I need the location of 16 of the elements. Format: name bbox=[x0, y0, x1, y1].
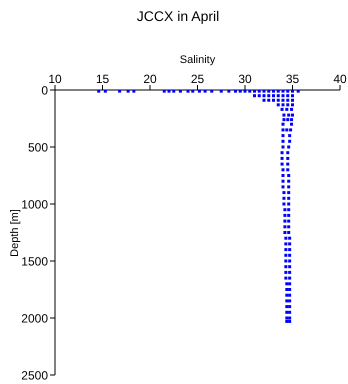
y-tick-label: 1000 bbox=[21, 197, 48, 212]
x-tick-label: 10 bbox=[48, 72, 62, 86]
y-tick-label: 500 bbox=[28, 140, 48, 154]
y-tick-label: 0 bbox=[41, 83, 48, 98]
x-tick-label: 15 bbox=[96, 72, 110, 86]
x-tick-label: 40 bbox=[333, 72, 347, 86]
x-tick-label: 25 bbox=[190, 72, 204, 86]
x-axis-title: Salinity bbox=[178, 54, 216, 66]
x-tick-label: 35 bbox=[286, 72, 300, 86]
chart-title: JCCX in April bbox=[136, 8, 220, 24]
y-axis-title: Depth [m] bbox=[9, 208, 21, 256]
x-tick-label: 30 bbox=[238, 72, 252, 86]
y-tick-label: 2000 bbox=[21, 311, 48, 326]
y-tick-label: 1500 bbox=[21, 254, 48, 268]
y-tick-label: 2500 bbox=[21, 368, 48, 382]
x-tick-label: 20 bbox=[143, 72, 157, 86]
